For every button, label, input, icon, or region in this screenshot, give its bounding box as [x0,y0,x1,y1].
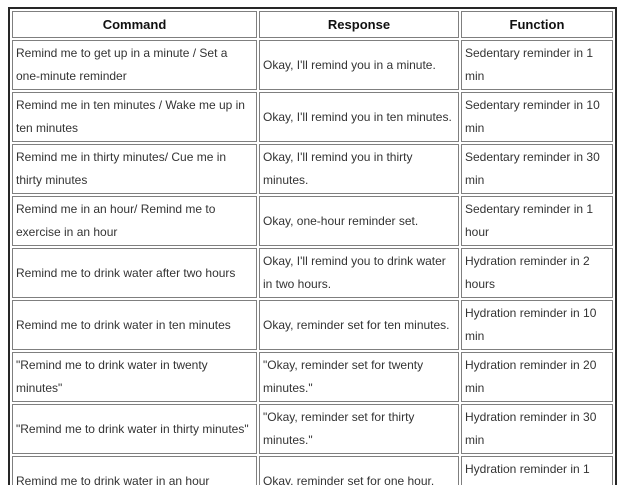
cell-response: "Okay, reminder set for thirty minutes." [259,404,459,454]
table-body: Remind me to get up in a minute / Set a … [12,40,613,485]
column-header-command: Command [12,11,257,38]
cell-response: Okay, I'll remind you in a minute. [259,40,459,90]
cell-response: Okay, reminder set for ten minutes. [259,300,459,350]
cell-response: Okay, I'll remind you in thirty minutes. [259,144,459,194]
column-header-function: Function [461,11,613,38]
cell-function: Hydration reminder in 20 min [461,352,613,402]
cell-command: "Remind me to drink water in twenty minu… [12,352,257,402]
cell-response: Okay, one-hour reminder set. [259,196,459,246]
cell-command: Remind me to drink water in an hour [12,456,257,485]
cell-function: Sedentary reminder in 1 min [461,40,613,90]
cell-function: Hydration reminder in 2 hours [461,248,613,298]
cell-command: Remind me to get up in a minute / Set a … [12,40,257,90]
reminder-commands-table: Command Response Function Remind me to g… [8,7,617,485]
table-row: "Remind me to drink water in thirty minu… [12,404,613,454]
table-row: "Remind me to drink water in twenty minu… [12,352,613,402]
cell-command: Remind me in an hour/ Remind me to exerc… [12,196,257,246]
table-row: Remind me to drink water after two hours… [12,248,613,298]
cell-function: Sedentary reminder in 30 min [461,144,613,194]
table-row: Remind me in an hour/ Remind me to exerc… [12,196,613,246]
table-row: Remind me in thirty minutes/ Cue me in t… [12,144,613,194]
cell-response: Okay, reminder set for one hour. [259,456,459,485]
page: Command Response Function Remind me to g… [0,7,622,485]
cell-function: Hydration reminder in 10 min [461,300,613,350]
cell-function: Sedentary reminder in 10 min [461,92,613,142]
column-header-response: Response [259,11,459,38]
table-row: Remind me to get up in a minute / Set a … [12,40,613,90]
cell-command: Remind me to drink water in ten minutes [12,300,257,350]
cell-function: Hydration reminder in 1 hour [461,456,613,485]
table-row: Remind me to drink water in ten minutes … [12,300,613,350]
cell-command: Remind me in ten minutes / Wake me up in… [12,92,257,142]
cell-response: Okay, I'll remind you to drink water in … [259,248,459,298]
cell-function: Sedentary reminder in 1 hour [461,196,613,246]
table-row: Remind me to drink water in an hour Okay… [12,456,613,485]
cell-function: Hydration reminder in 30 min [461,404,613,454]
cell-command: Remind me in thirty minutes/ Cue me in t… [12,144,257,194]
table-header: Command Response Function [12,11,613,38]
header-row: Command Response Function [12,11,613,38]
cell-command: "Remind me to drink water in thirty minu… [12,404,257,454]
cell-response: Okay, I'll remind you in ten minutes. [259,92,459,142]
cell-command: Remind me to drink water after two hours [12,248,257,298]
cell-response: "Okay, reminder set for twenty minutes." [259,352,459,402]
table-row: Remind me in ten minutes / Wake me up in… [12,92,613,142]
